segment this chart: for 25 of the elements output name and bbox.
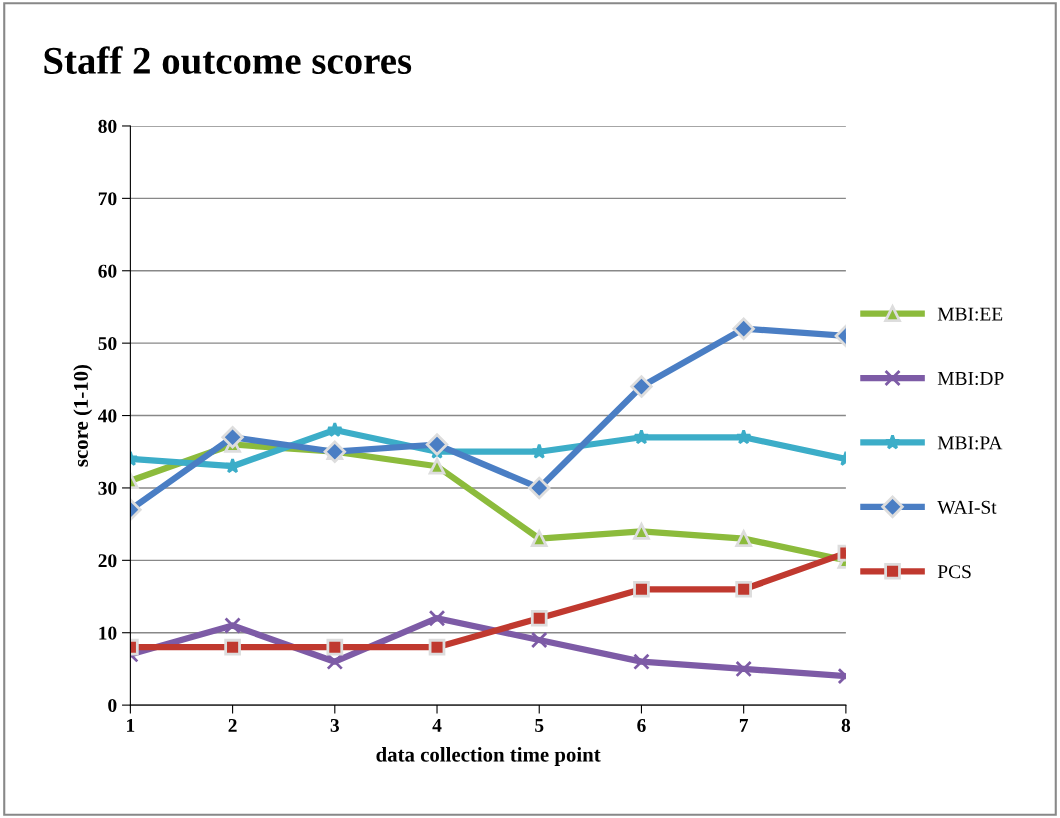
x-axis-title: data collection time point <box>376 747 601 766</box>
x-tick-label: 8 <box>841 718 851 732</box>
x-tick-label: 6 <box>637 718 646 732</box>
y-tick-label: 10 <box>99 626 117 640</box>
x-tick-label: 3 <box>330 718 339 732</box>
x-tick-label: 4 <box>432 719 442 732</box>
y-tick-label: 20 <box>98 554 117 568</box>
y-tick-label: 40 <box>98 409 117 423</box>
legend-label: MBI:PA <box>937 436 1003 450</box>
y-tick-label: 70 <box>98 192 117 206</box>
x-tick-label: 1 <box>127 718 135 732</box>
legend-label: PCS <box>937 565 971 579</box>
y-tick-label: 60 <box>98 264 117 278</box>
legend-label: MBI:EE <box>937 307 1003 321</box>
legend-label: MBI:DP <box>937 372 1004 386</box>
y-tick-label: 80 <box>98 119 117 133</box>
y-tick-label: 50 <box>98 336 117 351</box>
legend-label: WAI-St <box>937 500 997 514</box>
y-axis-title: score (1-10) <box>73 364 93 467</box>
x-tick-label: 5 <box>535 719 544 732</box>
y-tick-label: 30 <box>98 481 117 495</box>
x-tick-label: 2 <box>228 718 237 732</box>
x-tick-label: 7 <box>739 719 749 732</box>
chart-title: Staff 2 outcome scores <box>44 46 412 75</box>
y-tick-label: 0 <box>108 698 117 713</box>
